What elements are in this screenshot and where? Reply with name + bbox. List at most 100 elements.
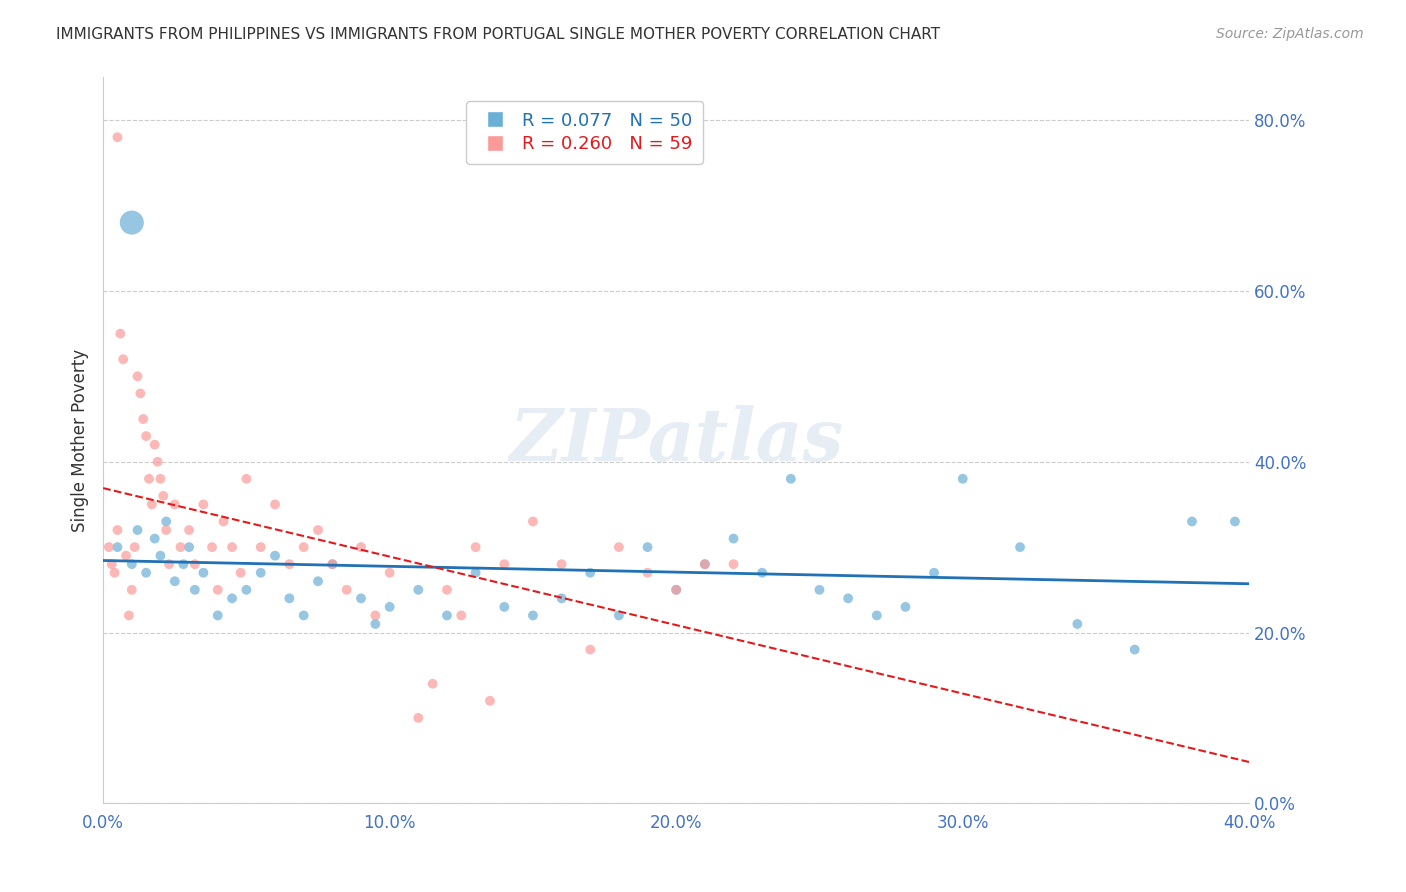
Point	[107, 130, 129, 145]
Point	[436, 608, 458, 623]
Point	[336, 582, 359, 597]
Point	[249, 566, 271, 580]
Point	[264, 549, 287, 563]
Point	[127, 523, 149, 537]
Point	[307, 574, 329, 589]
Point	[235, 472, 257, 486]
Point	[866, 608, 889, 623]
Point	[494, 599, 516, 614]
Point	[350, 540, 373, 554]
Point	[637, 566, 659, 580]
Point	[808, 582, 831, 597]
Point	[408, 582, 430, 597]
Point	[751, 566, 773, 580]
Point	[163, 497, 186, 511]
Point	[121, 557, 143, 571]
Point	[422, 677, 444, 691]
Point	[464, 566, 486, 580]
Point	[177, 540, 200, 554]
Point	[121, 216, 143, 230]
Point	[723, 532, 745, 546]
Point	[436, 582, 458, 597]
Point	[124, 540, 146, 554]
Point	[97, 540, 120, 554]
Point	[115, 549, 138, 563]
Point	[107, 540, 129, 554]
Point	[177, 523, 200, 537]
Point	[132, 412, 155, 426]
Point	[693, 557, 716, 571]
Point	[779, 472, 801, 486]
Point	[579, 642, 602, 657]
Point	[229, 566, 252, 580]
Point	[184, 582, 207, 597]
Point	[264, 497, 287, 511]
Point	[378, 599, 401, 614]
Point	[894, 599, 917, 614]
Point	[141, 497, 163, 511]
Point	[121, 582, 143, 597]
Point	[149, 472, 172, 486]
Point	[550, 557, 572, 571]
Point	[1008, 540, 1031, 554]
Point	[464, 540, 486, 554]
Point	[637, 540, 659, 554]
Text: Source: ZipAtlas.com: Source: ZipAtlas.com	[1216, 27, 1364, 41]
Point	[110, 326, 132, 341]
Point	[138, 472, 160, 486]
Point	[378, 566, 401, 580]
Point	[135, 566, 157, 580]
Point	[143, 532, 166, 546]
Point	[278, 557, 301, 571]
Point	[157, 557, 180, 571]
Point	[107, 523, 129, 537]
Y-axis label: Single Mother Poverty: Single Mother Poverty	[72, 349, 89, 532]
Point	[522, 515, 544, 529]
Point	[155, 515, 177, 529]
Point	[118, 608, 141, 623]
Point	[207, 582, 229, 597]
Point	[364, 617, 387, 632]
Point	[169, 540, 191, 554]
Point	[100, 557, 122, 571]
Point	[129, 386, 152, 401]
Point	[292, 540, 315, 554]
Point	[207, 608, 229, 623]
Point	[350, 591, 373, 606]
Point	[494, 557, 516, 571]
Point	[922, 566, 945, 580]
Point	[579, 566, 602, 580]
Point	[221, 591, 243, 606]
Point	[693, 557, 716, 571]
Point	[550, 591, 572, 606]
Point	[292, 608, 315, 623]
Point	[221, 540, 243, 554]
Point	[249, 540, 271, 554]
Point	[212, 515, 235, 529]
Text: IMMIGRANTS FROM PHILIPPINES VS IMMIGRANTS FROM PORTUGAL SINGLE MOTHER POVERTY CO: IMMIGRANTS FROM PHILIPPINES VS IMMIGRANT…	[56, 27, 941, 42]
Point	[104, 566, 127, 580]
Point	[1181, 515, 1204, 529]
Point	[163, 574, 186, 589]
Point	[193, 497, 215, 511]
Point	[607, 608, 630, 623]
Point	[127, 369, 149, 384]
Point	[478, 694, 501, 708]
Point	[1123, 642, 1146, 657]
Point	[143, 437, 166, 451]
Point	[837, 591, 859, 606]
Point	[723, 557, 745, 571]
Point	[1223, 515, 1246, 529]
Point	[1066, 617, 1088, 632]
Point	[321, 557, 343, 571]
Point	[172, 557, 194, 571]
Point	[235, 582, 257, 597]
Point	[184, 557, 207, 571]
Point	[665, 582, 688, 597]
Point	[201, 540, 224, 554]
Point	[152, 489, 174, 503]
Point	[450, 608, 472, 623]
Point	[364, 608, 387, 623]
Point	[146, 455, 169, 469]
Point	[408, 711, 430, 725]
